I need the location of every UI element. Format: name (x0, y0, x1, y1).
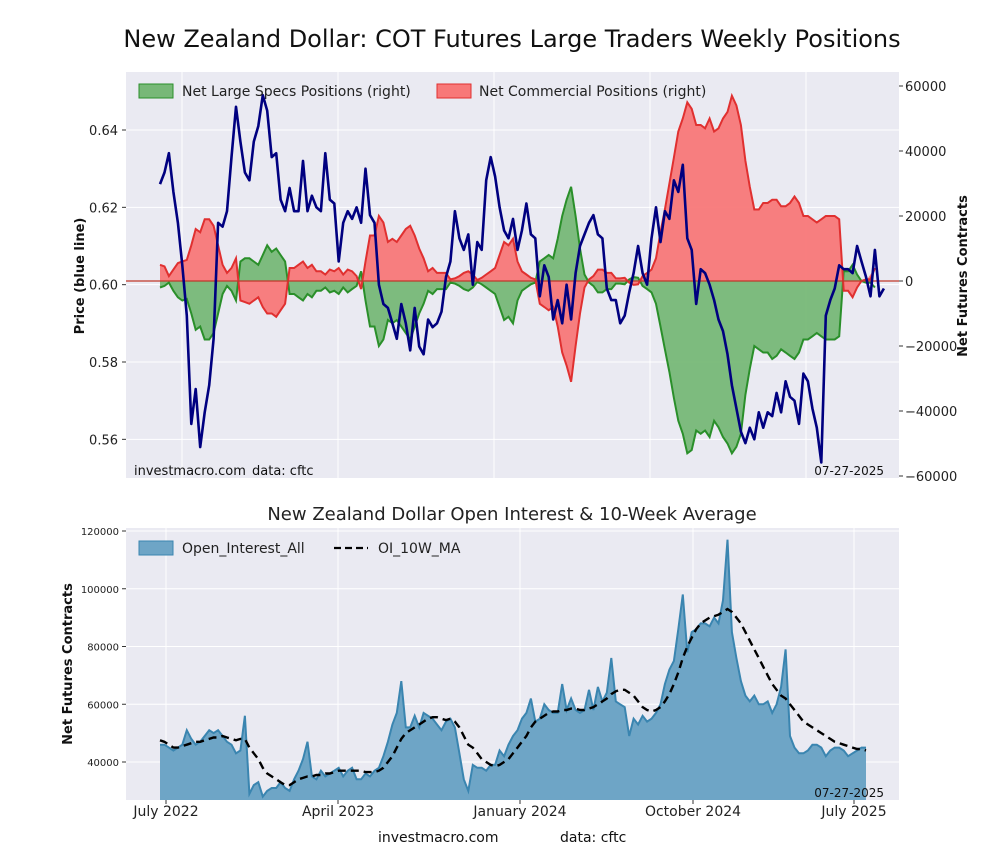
date-tick-label: April 2023 (302, 804, 374, 820)
figure-title: New Zealand Dollar: COT Futures Large Tr… (123, 25, 900, 53)
bottom-date-stamp: 07-27-2025 (814, 786, 884, 800)
legend-label-oi: Open_Interest_All (182, 541, 305, 557)
commercial-area (160, 95, 875, 382)
top-watermark-data: data: cftc (252, 464, 314, 479)
oi-tick-label: 80000 (87, 643, 119, 654)
legend-label-commercial: Net Commercial Positions (right) (479, 84, 706, 100)
price-series (158, 93, 886, 464)
price-axis-label: Price (blue line) (73, 218, 88, 335)
top-watermark-site: investmacro.com (134, 464, 246, 479)
oi-tick-label: 60000 (87, 700, 119, 711)
oi-line (160, 539, 866, 799)
oi-tick-label: 100000 (81, 585, 119, 596)
top-panel: 0.56 0.58 0.60 0.62 0.64 −60000 −40000 −20000 0… (73, 72, 971, 485)
date-tick-label: July 2025 (820, 804, 886, 820)
oi-area (160, 539, 866, 800)
specs-area (160, 186, 875, 454)
contracts-axis-label: Net Futures Contracts (956, 195, 971, 357)
price-tick-label: 0.64 (89, 124, 118, 139)
contracts-tick-label: 20000 (905, 210, 946, 225)
moving-average-series (159, 607, 867, 787)
price-tick-label: 0.58 (89, 356, 118, 371)
legend-swatch-specs (138, 83, 174, 99)
legend-label-ma: OI_10W_MA (378, 541, 461, 557)
price-tick-label: 0.56 (89, 433, 118, 448)
date-axis-ticks: July 2022 April 2023 January 2024 October 2… (132, 800, 887, 820)
oi-axis-ticks: 40000 60000 80000 100000 120000 (81, 527, 126, 769)
footer-site: investmacro.com (378, 830, 498, 846)
price-axis-ticks: 0.56 0.58 0.60 0.62 0.64 (89, 124, 126, 448)
open-interest-series (160, 539, 866, 800)
legend-label-specs: Net Large Specs Positions (right) (182, 84, 411, 100)
contracts-tick-label: 60000 (905, 80, 946, 95)
legend-swatch-commercial (436, 83, 472, 99)
specs-series (159, 186, 876, 456)
specs-line (159, 186, 876, 456)
date-tick-label: January 2024 (472, 804, 566, 820)
bottom-title: New Zealand Dollar Open Interest & 10-We… (267, 504, 756, 525)
bottom-legend: Open_Interest_All OI_10W_MA (138, 540, 461, 557)
price-tick-label: 0.62 (89, 201, 118, 216)
price-line (158, 93, 886, 464)
contracts-axis-ticks: −60000 −40000 −20000 0 20000 40000 60000 (899, 80, 957, 485)
legend-swatch-oi (138, 540, 174, 556)
price-tick-label: 0.60 (89, 279, 118, 294)
date-tick-label: October 2024 (645, 804, 741, 820)
date-tick-label: July 2022 (132, 804, 198, 820)
commercial-series (159, 92, 876, 383)
top-legend: Net Large Specs Positions (right) Net Co… (138, 83, 706, 100)
top-date-stamp: 07-27-2025 (814, 464, 884, 478)
bottom-panel: New Zealand Dollar Open Interest & 10-We… (61, 504, 899, 820)
contracts-tick-label: −20000 (905, 340, 957, 355)
commercial-line (159, 92, 876, 383)
oi-tick-label: 40000 (87, 758, 119, 769)
oi-tick-label: 120000 (81, 527, 119, 538)
oi-axis-label: Net Futures Contracts (61, 583, 76, 745)
ma-line (159, 607, 867, 787)
footer-data: data: cftc (560, 830, 626, 846)
contracts-tick-label: 40000 (905, 145, 946, 160)
contracts-tick-label: −40000 (905, 405, 957, 420)
contracts-tick-label: −60000 (905, 470, 957, 485)
contracts-tick-label: 0 (905, 275, 913, 290)
